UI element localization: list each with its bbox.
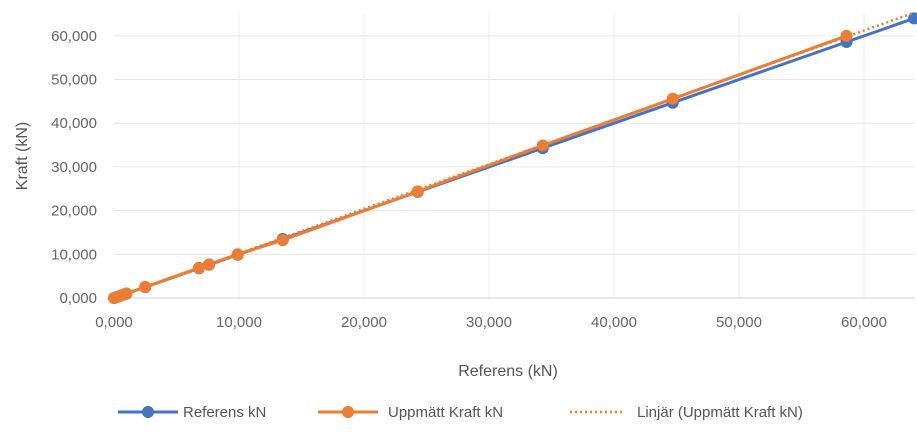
x-tick-label: 40,000 — [591, 314, 637, 331]
y-tick-label: 0,000 — [59, 290, 97, 307]
x-tick-label: 0,000 — [95, 314, 133, 331]
x-tick-label: 20,000 — [341, 314, 387, 331]
grid-layer — [114, 14, 914, 299]
data-point-uppm-tt-kraft-kn — [840, 29, 853, 42]
data-point-uppm-tt-kraft-kn — [666, 92, 679, 105]
series-layer — [108, 11, 917, 304]
legend-item-linj-r-uppm-tt-kraft-kn: Linjär (Uppmätt Kraft kN) — [570, 404, 803, 421]
x-tick-label: 50,000 — [716, 314, 762, 331]
legend-marker — [342, 406, 354, 418]
x-tick-label: 10,000 — [216, 314, 262, 331]
legend-label: Linjär (Uppmätt Kraft kN) — [637, 404, 803, 421]
x-tick-label: 30,000 — [466, 314, 512, 331]
legend-item-uppm-tt-kraft-kn: Uppmätt Kraft kN — [318, 404, 503, 421]
legend-label: Referens kN — [183, 404, 266, 421]
tick-layer: 0,000 10,000 20,000 30,000 40,000 50,000 60,00… — [51, 28, 887, 331]
data-point-uppm-tt-kraft-kn — [276, 234, 289, 247]
y-axis-title: Kraft (kN) — [14, 122, 31, 190]
data-point-uppm-tt-kraft-kn — [411, 185, 424, 198]
y-tick-label: 60,000 — [51, 28, 97, 45]
legend-marker — [142, 406, 154, 418]
y-tick-label: 30,000 — [51, 159, 97, 176]
data-point-uppm-tt-kraft-kn — [139, 280, 152, 293]
data-point-referens-kn — [908, 12, 917, 25]
x-axis-title: Referens (kN) — [458, 363, 558, 380]
legend: Referens kN Uppmätt Kraft kN Linjär (Uppmä… — [118, 404, 803, 421]
y-tick-label: 10,000 — [51, 246, 97, 263]
data-point-uppm-tt-kraft-kn — [120, 287, 133, 300]
y-tick-label: 40,000 — [51, 115, 97, 132]
legend-item-referens-kn: Referens kN — [118, 404, 266, 421]
x-tick-label: 60,000 — [841, 314, 887, 331]
trendline-linj-r-uppm-tt-kraft-kn — [113, 11, 915, 300]
legend-label: Uppmätt Kraft kN — [388, 404, 503, 421]
y-tick-label: 20,000 — [51, 203, 97, 220]
y-tick-label: 50,000 — [51, 72, 97, 89]
